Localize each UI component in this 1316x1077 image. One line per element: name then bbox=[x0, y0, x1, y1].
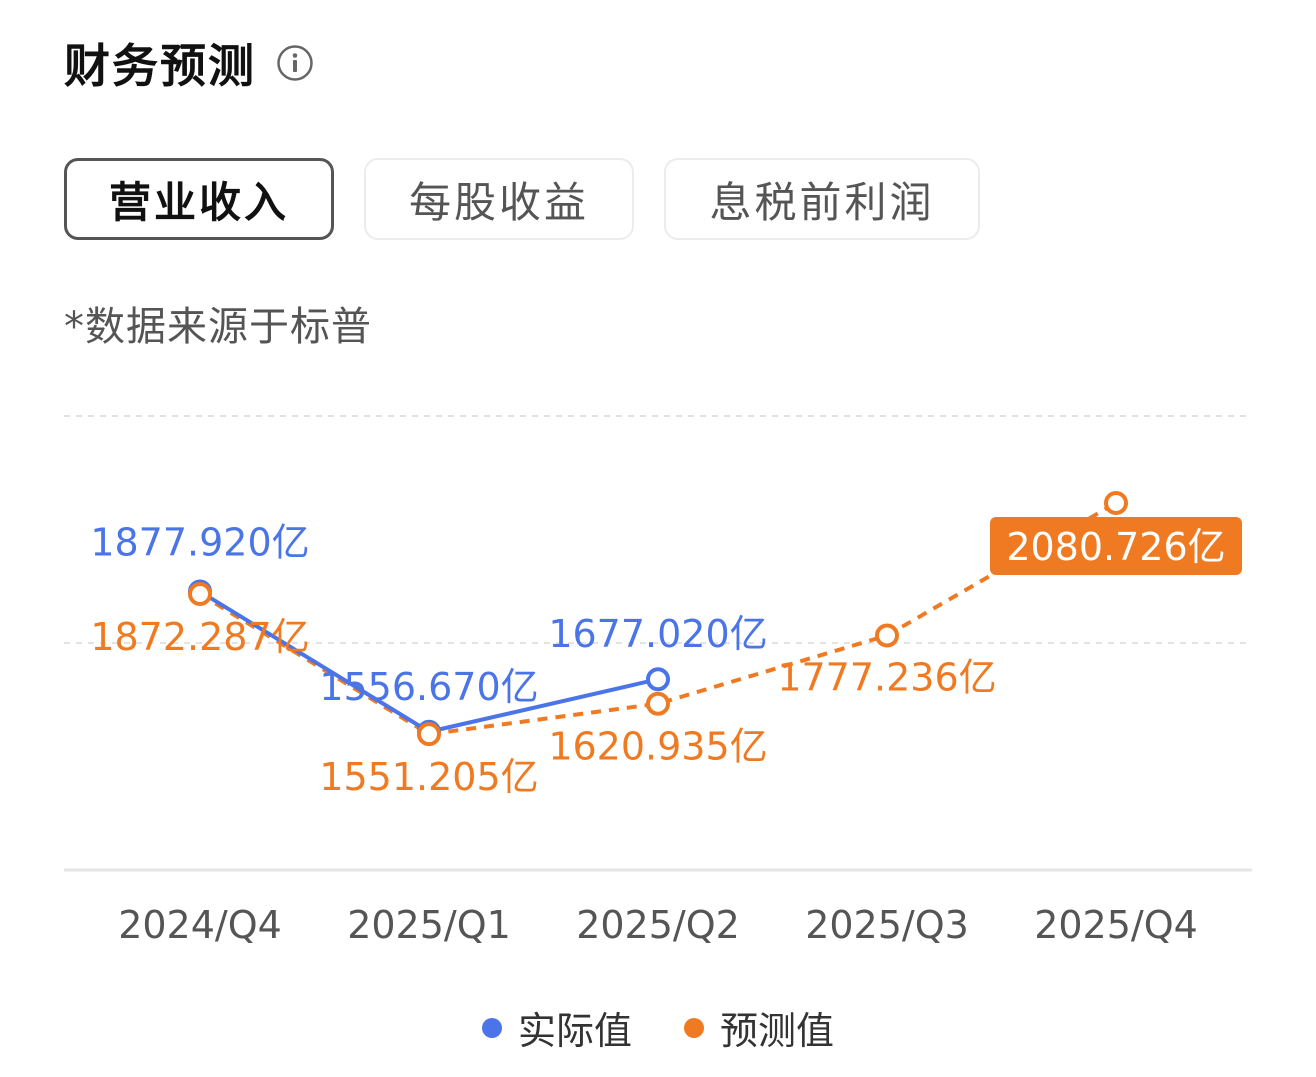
x-tick-label: 2025/Q4 bbox=[1034, 903, 1198, 947]
actual-data-label: 1556.670亿 bbox=[319, 665, 538, 709]
x-tick-label: 2025/Q3 bbox=[805, 903, 969, 947]
metric-tabs: 营业收入 每股收益 息税前利润 bbox=[64, 158, 1010, 240]
chart-legend: 实际值 预测值 bbox=[0, 1000, 1316, 1055]
actual-data-label: 1877.920亿 bbox=[90, 521, 309, 565]
tab-ebit[interactable]: 息税前利润 bbox=[664, 158, 980, 240]
info-icon[interactable] bbox=[276, 44, 314, 82]
forecast-point bbox=[417, 722, 441, 747]
data-source-note: *数据来源于标普 bbox=[64, 304, 372, 350]
x-tick-label: 2024/Q4 bbox=[118, 903, 282, 947]
forecast-data-label: 1620.935亿 bbox=[548, 725, 767, 769]
forecast-data-label: 1872.287亿 bbox=[90, 615, 309, 659]
forecast-point bbox=[1104, 490, 1128, 515]
tab-eps[interactable]: 每股收益 bbox=[364, 158, 634, 240]
forecast-highlight-badge bbox=[990, 516, 1242, 575]
legend-dot-forecast bbox=[684, 1017, 704, 1038]
section-header: 财务预测 bbox=[64, 28, 314, 98]
legend-label-forecast: 预测值 bbox=[720, 1009, 835, 1053]
actual-data-label: 1677.020亿 bbox=[548, 612, 767, 656]
forecast-point bbox=[875, 623, 899, 648]
legend-dot-actual bbox=[481, 1017, 502, 1038]
x-tick-label: 2025/Q2 bbox=[576, 903, 740, 947]
legend-label-actual: 实际值 bbox=[517, 1009, 632, 1053]
forecast-point bbox=[188, 581, 212, 606]
forecast-data-label: 1777.236亿 bbox=[777, 655, 996, 699]
legend-item-actual[interactable]: 实际值 bbox=[481, 1000, 632, 1055]
forecast-data-label: 1551.205亿 bbox=[319, 755, 538, 799]
page-title: 财务预测 bbox=[64, 39, 256, 93]
legend-item-forecast[interactable]: 预测值 bbox=[684, 1000, 834, 1055]
tab-revenue[interactable]: 营业收入 bbox=[64, 158, 334, 240]
x-tick-label: 2025/Q1 bbox=[347, 903, 511, 947]
actual-point bbox=[646, 667, 670, 692]
forecast-data-label-highlight: 2080.726亿 bbox=[1006, 525, 1225, 569]
forecast-point bbox=[646, 691, 670, 716]
